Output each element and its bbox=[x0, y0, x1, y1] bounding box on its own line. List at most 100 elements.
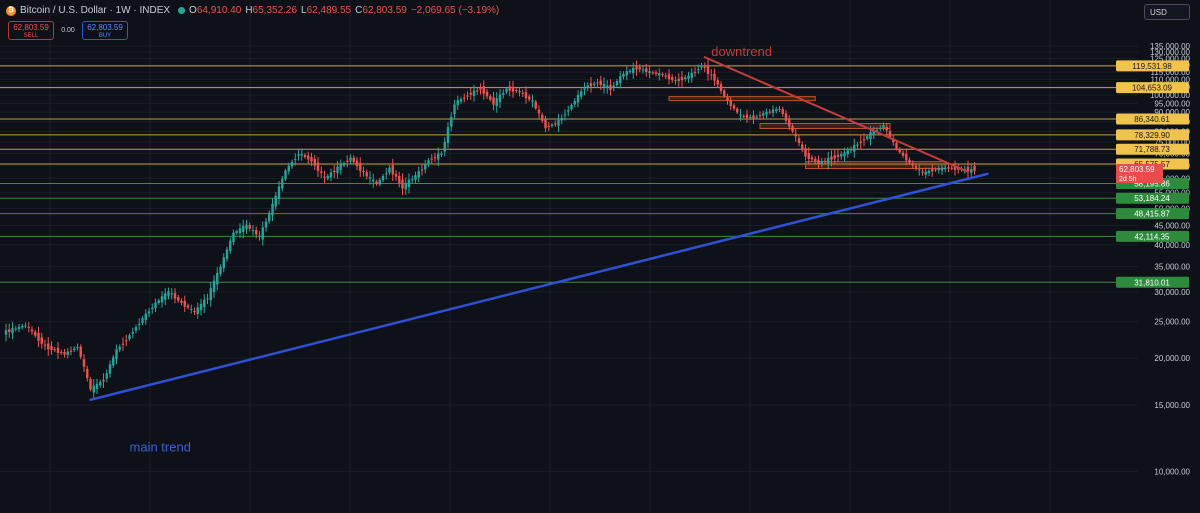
chart-header: ₿ Bitcoin / U.S. Dollar · 1W · INDEX O64… bbox=[6, 5, 499, 16]
candle-body bbox=[47, 343, 50, 350]
candle-body bbox=[349, 157, 352, 162]
candle-body bbox=[833, 155, 836, 159]
candle-body bbox=[271, 203, 274, 216]
candle-body bbox=[888, 131, 892, 138]
candle-body bbox=[625, 71, 628, 76]
candle-body bbox=[303, 154, 307, 157]
buy-label: BUY bbox=[98, 33, 112, 39]
symbol-title[interactable]: Bitcoin / U.S. Dollar · 1W · INDEX bbox=[20, 5, 171, 16]
candle-body bbox=[313, 159, 316, 166]
candle-body bbox=[277, 186, 281, 199]
y-tick-label: 135,000.00 bbox=[1150, 42, 1191, 51]
candle-body bbox=[752, 115, 755, 119]
y-tick-label: 90,000.00 bbox=[1154, 108, 1190, 117]
candle-body bbox=[736, 108, 739, 113]
candle-body bbox=[196, 307, 199, 314]
candle-body bbox=[53, 349, 56, 351]
candle-body bbox=[30, 329, 34, 332]
resistance-price-tag: 71,788.73 bbox=[1134, 145, 1170, 154]
candle-body bbox=[921, 171, 924, 173]
candle-body bbox=[255, 230, 258, 235]
candle-body bbox=[485, 91, 489, 97]
sell-label: SELL bbox=[23, 33, 39, 39]
candle-body bbox=[823, 160, 827, 162]
candle-body bbox=[173, 292, 177, 299]
candle-body bbox=[238, 228, 242, 234]
candle-body bbox=[456, 100, 459, 106]
candle-body bbox=[937, 168, 940, 171]
candle-body bbox=[846, 150, 849, 155]
candle-body bbox=[677, 78, 680, 82]
currency-select[interactable]: USD bbox=[1144, 4, 1190, 20]
buy-price: 62,803.59 bbox=[87, 23, 123, 32]
candle-body bbox=[326, 175, 329, 179]
candle-body bbox=[940, 167, 944, 171]
sell-button[interactable]: 62,803.59 SELL bbox=[8, 21, 54, 40]
candle-body bbox=[219, 266, 222, 274]
candle-body bbox=[830, 156, 833, 160]
candle-body bbox=[547, 126, 550, 128]
candle-body bbox=[953, 166, 957, 170]
candle-body bbox=[606, 85, 609, 88]
candle-body bbox=[596, 82, 599, 84]
support-price-tag: 31,810.01 bbox=[1134, 278, 1170, 287]
candle-body bbox=[99, 382, 102, 386]
candle-body bbox=[323, 176, 326, 178]
resistance-price-tag-bg bbox=[1116, 143, 1189, 155]
candle-body bbox=[459, 99, 463, 102]
candle-body bbox=[69, 350, 73, 352]
candle-body bbox=[762, 113, 765, 116]
candle-body bbox=[544, 119, 547, 129]
y-tick-label: 30,000.00 bbox=[1154, 288, 1190, 297]
candle-body bbox=[108, 364, 112, 374]
candle-body bbox=[944, 167, 947, 170]
candle-body bbox=[615, 80, 619, 86]
candle-body bbox=[628, 70, 632, 72]
candle-body bbox=[511, 86, 515, 92]
candle-body bbox=[248, 225, 251, 229]
candle-body bbox=[440, 153, 443, 155]
support-price-tag: 53,184.24 bbox=[1134, 194, 1170, 203]
candle-body bbox=[316, 162, 320, 171]
candle-body bbox=[167, 291, 170, 296]
y-tick-label: 95,000.00 bbox=[1154, 99, 1190, 108]
candle-body bbox=[869, 131, 872, 139]
candle-body bbox=[258, 235, 261, 237]
candle-body bbox=[14, 328, 17, 330]
candle-body bbox=[372, 179, 375, 182]
candle-body bbox=[125, 340, 128, 342]
candle-body bbox=[573, 101, 576, 105]
candle-body bbox=[609, 84, 612, 90]
candle-body bbox=[121, 343, 125, 345]
candle-body bbox=[905, 154, 908, 161]
candle-body bbox=[199, 303, 203, 311]
candle-body bbox=[82, 359, 86, 367]
candle-body bbox=[674, 80, 677, 82]
candle-body bbox=[840, 154, 843, 157]
candle-body bbox=[320, 171, 323, 173]
candle-body bbox=[784, 113, 788, 121]
candle-body bbox=[427, 160, 430, 165]
candle-body bbox=[229, 240, 232, 251]
candle-body bbox=[638, 67, 641, 70]
candle-body bbox=[885, 126, 888, 131]
candle-body bbox=[788, 118, 791, 127]
candle-body bbox=[563, 114, 567, 116]
candle-body bbox=[420, 169, 424, 171]
candle-body bbox=[222, 257, 225, 269]
candle-body bbox=[8, 329, 11, 333]
candle-body bbox=[355, 160, 359, 167]
sell-price: 62,803.59 bbox=[13, 23, 49, 32]
candle-body bbox=[602, 83, 606, 87]
candle-body bbox=[534, 101, 537, 109]
candle-body bbox=[333, 170, 336, 173]
candle-body bbox=[193, 310, 196, 312]
candle-body bbox=[206, 298, 209, 300]
current-price-tag: 62,803.59 bbox=[1119, 165, 1155, 174]
candle-body bbox=[79, 346, 82, 357]
buy-button[interactable]: 62,803.59 BUY bbox=[82, 21, 128, 40]
candle-body bbox=[417, 171, 420, 178]
candle-body bbox=[836, 154, 840, 157]
candle-body bbox=[719, 84, 723, 91]
